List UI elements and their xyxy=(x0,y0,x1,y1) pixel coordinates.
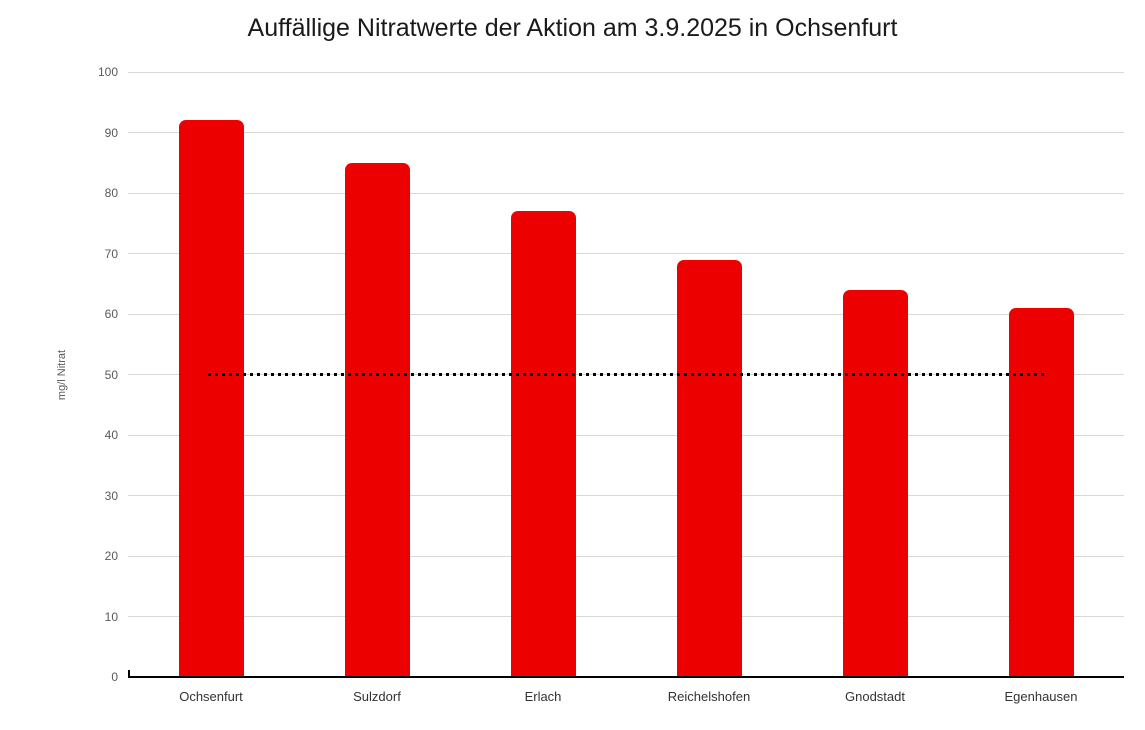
bar-reichelshofen xyxy=(676,259,742,677)
gridline-100 xyxy=(128,71,1124,73)
gridline-40 xyxy=(128,434,1124,436)
bar-erlach xyxy=(510,211,576,677)
x-tick-label-ochsenfurt: Ochsenfurt xyxy=(179,689,243,704)
y-tick-label-60: 60 xyxy=(104,307,118,321)
x-tick-label-reichelshofen: Reichelshofen xyxy=(667,689,751,704)
gridline-20 xyxy=(128,555,1124,557)
plot-area xyxy=(128,71,1124,678)
x-tick-label-egenhausen: Egenhausen xyxy=(1004,689,1078,704)
y-tick-label-70: 70 xyxy=(104,246,118,261)
y-tick-label-30: 30 xyxy=(104,488,118,503)
y-tick-label-100: 100 xyxy=(97,65,118,79)
bar-ochsenfurt xyxy=(178,120,244,677)
limit-line-50 xyxy=(208,373,1044,376)
x-tick-label-sulzdorf: Sulzdorf xyxy=(353,689,401,704)
gridline-60 xyxy=(128,313,1124,315)
y-axis-zero-tick xyxy=(128,670,130,677)
y-tick-label-50: 50 xyxy=(104,367,118,382)
y-tick-label-40: 40 xyxy=(104,428,118,442)
gridline-90 xyxy=(128,132,1124,133)
chart-title: Auffällige Nitratwerte der Aktion am 3.9… xyxy=(247,14,898,42)
y-tick-label-90: 90 xyxy=(104,125,118,140)
x-tick-label-gnodstadt: Gnodstadt xyxy=(845,689,905,704)
gridline-70 xyxy=(128,253,1124,254)
gridline-80 xyxy=(128,192,1124,194)
gridline-10 xyxy=(128,616,1124,617)
bar-sulzdorf xyxy=(344,162,410,677)
gridline-30 xyxy=(128,495,1124,496)
y-tick-label-20: 20 xyxy=(104,549,118,563)
bar-gnodstadt xyxy=(842,289,908,677)
y-tick-label-10: 10 xyxy=(104,609,118,624)
y-tick-label-0: 0 xyxy=(111,670,118,684)
y-tick-label-80: 80 xyxy=(104,186,118,200)
x-axis-line xyxy=(128,676,1124,678)
x-tick-label-erlach: Erlach xyxy=(524,689,562,704)
bar-egenhausen xyxy=(1008,307,1074,677)
